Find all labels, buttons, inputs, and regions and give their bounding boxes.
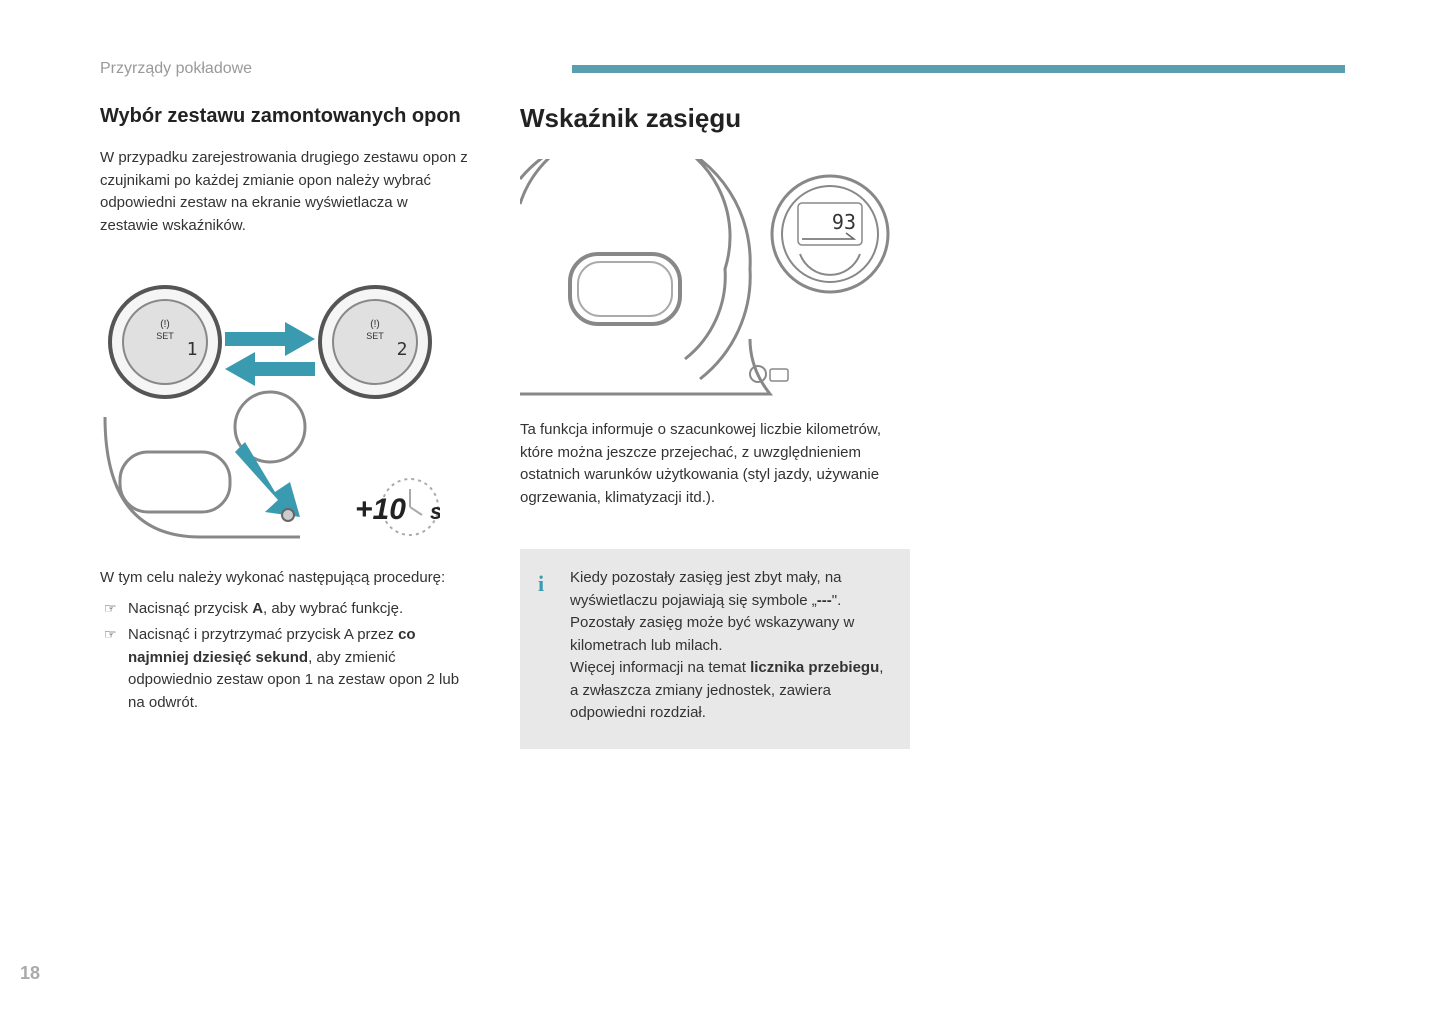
page-number: 18: [20, 963, 40, 984]
range-diagram: 93: [520, 159, 900, 399]
tire-set-diagram: (!) SET 1 (!) SET 2: [100, 267, 440, 547]
arrow-right-icon: [225, 322, 315, 356]
timer-text: +10: [355, 493, 406, 526]
info-text-part: Więcej informacji na temat: [570, 659, 750, 676]
procedure-steps: Nacisnąć przycisk A, aby wybrać funkcję.…: [100, 598, 470, 715]
step-bold: A: [252, 600, 263, 617]
column-left: Wybór zestawu zamontowanych opon W przyp…: [100, 103, 470, 749]
timer-unit: s: [430, 499, 440, 524]
info-bold: ---: [817, 592, 832, 609]
step-text: Nacisnąć przycisk: [128, 600, 252, 617]
range-indicator-title: Wskaźnik zasięgu: [520, 103, 910, 134]
info-text: Kiedy pozostały zasięg jest zbyt mały, n…: [570, 567, 890, 725]
info-line: Więcej informacji na temat licznika prze…: [570, 657, 890, 725]
manual-page: Przyrządy pokładowe Wybór zestawu zamont…: [0, 0, 1445, 1019]
content-columns: Wybór zestawu zamontowanych opon W przyp…: [100, 103, 1345, 749]
list-item: Nacisnąć i przytrzymać przycisk A przez …: [100, 624, 470, 714]
list-item: Nacisnąć przycisk A, aby wybrać funkcję.: [100, 598, 470, 621]
gauge-right-value: 2: [397, 339, 408, 360]
header-accent-bar: [572, 65, 1345, 73]
tire-selection-title: Wybór zestawu zamontowanych opon: [100, 103, 470, 129]
svg-text:(!): (!): [160, 319, 169, 330]
tire-diagram-svg: (!) SET 1 (!) SET 2: [100, 267, 440, 547]
step-text: , aby wybrać funkcję.: [263, 600, 403, 617]
range-diagram-svg: 93: [520, 159, 900, 399]
page-header: Przyrządy pokładowe: [100, 60, 1345, 78]
info-line: Pozostały zasięg może być wskazywany w k…: [570, 612, 890, 657]
button-a-icon: [282, 509, 294, 521]
svg-text:(!): (!): [370, 319, 379, 330]
info-bold: licznika przebiegu: [750, 659, 879, 676]
step-text: Nacisnąć i przytrzymać przycisk A przez: [128, 626, 398, 643]
battery-icon: [770, 369, 788, 381]
info-icon: i: [538, 567, 544, 600]
set-label-left: SET: [156, 331, 174, 341]
gauge-left-value: 1: [187, 339, 198, 360]
arrow-left-icon: [225, 352, 315, 386]
range-description: Ta funkcja informuje o szacunkowej liczb…: [520, 419, 910, 509]
info-line: ".: [832, 592, 842, 609]
column-right: Wskaźnik zasięgu 93: [520, 103, 910, 749]
header-label: Przyrządy pokładowe: [100, 60, 252, 78]
arrow-down-icon: [235, 442, 300, 517]
set-label-right: SET: [366, 331, 384, 341]
procedure-intro: W tym celu należy wykonać następującą pr…: [100, 567, 470, 590]
info-callout: i Kiedy pozostały zasięg jest zbyt mały,…: [520, 549, 910, 749]
tire-intro-text: W przypadku zarejestrowania drugiego zes…: [100, 147, 470, 237]
info-line: Kiedy pozostały zasięg jest zbyt mały, n…: [570, 569, 842, 609]
range-value: 93: [832, 210, 856, 234]
